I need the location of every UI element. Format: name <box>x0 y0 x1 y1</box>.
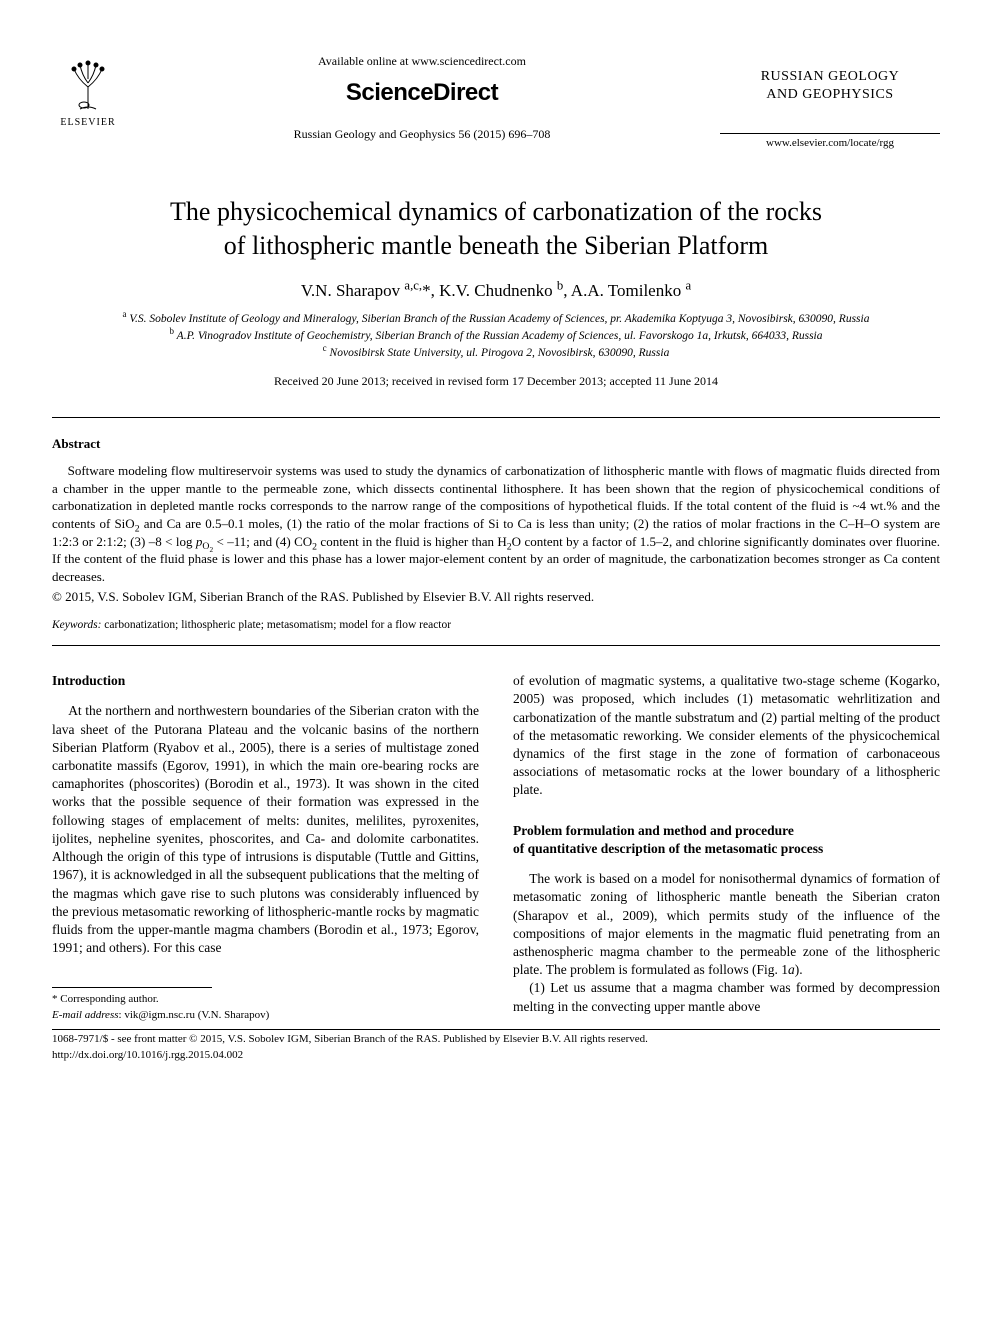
footer-rule <box>52 1029 940 1030</box>
abstract-text: Software modeling flow multireservoir sy… <box>52 462 940 585</box>
col2-continuation: of evolution of magmatic systems, a qual… <box>513 672 940 800</box>
body-columns: Introduction At the northern and northwe… <box>52 672 940 1023</box>
footer-front-matter: 1068-7971/$ - see front matter © 2015, V… <box>52 1032 940 1047</box>
sciencedirect-logo: ScienceDirect <box>124 79 720 107</box>
page-header: ELSEVIER Available online at www.science… <box>52 48 940 149</box>
right-column: of evolution of magmatic systems, a qual… <box>513 672 940 1023</box>
affiliation-b: b A.P. Vinogradov Institute of Geochemis… <box>52 328 940 345</box>
affiliation-a: a V.S. Sobolev Institute of Geology and … <box>52 311 940 328</box>
abstract-body: Software modeling flow multireservoir sy… <box>52 462 940 585</box>
rule-below-keywords <box>52 645 940 646</box>
introduction-heading: Introduction <box>52 672 479 690</box>
title-line1: The physicochemical dynamics of carbonat… <box>170 197 822 226</box>
journal-reference: Russian Geology and Geophysics 56 (2015)… <box>124 127 720 142</box>
section2-paragraph-1: The work is based on a model for nonisot… <box>513 870 940 979</box>
affiliation-c: c Novosibirsk State University, ul. Piro… <box>52 345 940 362</box>
section2-paragraph-2: (1) Let us assume that a magma chamber w… <box>513 979 940 1015</box>
keywords: Keywords: carbonatization; lithospheric … <box>52 619 940 631</box>
corresponding-label: * Corresponding author. <box>52 992 479 1007</box>
title-block: The physicochemical dynamics of carbonat… <box>52 195 940 389</box>
elsevier-logo: ELSEVIER <box>52 48 124 128</box>
journal-name-line1: RUSSIAN GEOLOGY <box>761 69 900 84</box>
header-right: RUSSIAN GEOLOGY AND GEOPHYSICS www.elsev… <box>720 48 940 149</box>
keywords-label: Keywords: <box>52 619 101 631</box>
footer-doi: http://dx.doi.org/10.1016/j.rgg.2015.04.… <box>52 1048 940 1063</box>
affiliations: a V.S. Sobolev Institute of Geology and … <box>52 311 940 363</box>
elsevier-tree-icon <box>60 57 116 113</box>
journal-name-line2: AND GEOPHYSICS <box>766 87 893 102</box>
header-center: Available online at www.sciencedirect.co… <box>124 48 720 142</box>
corresponding-separator <box>52 987 212 988</box>
available-online-line: Available online at www.sciencedirect.co… <box>124 54 720 69</box>
abstract-heading: Abstract <box>52 436 940 452</box>
journal-name: RUSSIAN GEOLOGY AND GEOPHYSICS <box>720 68 940 103</box>
author-line: V.N. Sharapov a,c,*, K.V. Chudnenko b, A… <box>52 281 940 301</box>
intro-paragraph-1: At the northern and northwestern boundar… <box>52 702 479 957</box>
rule-above-abstract <box>52 417 940 418</box>
elsevier-label: ELSEVIER <box>60 117 115 128</box>
journal-url: www.elsevier.com/locate/rgg <box>720 133 940 149</box>
section2-heading: Problem formulation and method and proce… <box>513 822 940 858</box>
corresponding-email: E-mail address: vik@igm.nsc.ru (V.N. Sha… <box>52 1008 479 1023</box>
abstract-copyright: © 2015, V.S. Sobolev IGM, Siberian Branc… <box>52 589 940 605</box>
title-line2: of lithospheric mantle beneath the Siber… <box>224 231 768 260</box>
corresponding-author: * Corresponding author. E-mail address: … <box>52 992 479 1023</box>
paper-title: The physicochemical dynamics of carbonat… <box>52 195 940 263</box>
keywords-text: carbonatization; lithospheric plate; met… <box>104 619 451 631</box>
article-dates: Received 20 June 2013; received in revis… <box>52 374 940 389</box>
left-column: Introduction At the northern and northwe… <box>52 672 479 1023</box>
